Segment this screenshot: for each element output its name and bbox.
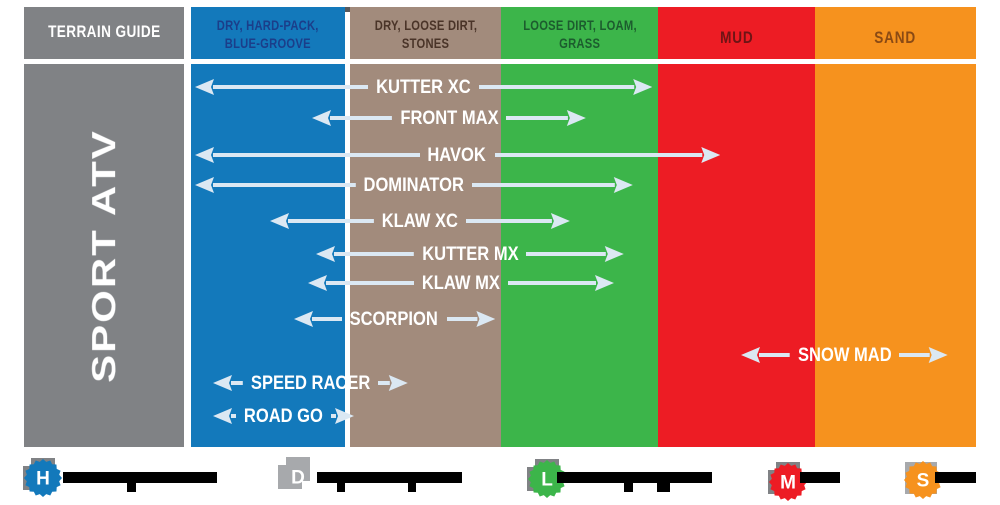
- svg-text:H: H: [36, 469, 50, 490]
- svg-text:S: S: [917, 471, 930, 492]
- svg-text:D: D: [291, 468, 305, 489]
- svg-text:L: L: [541, 470, 553, 491]
- svg-text:M: M: [780, 473, 796, 494]
